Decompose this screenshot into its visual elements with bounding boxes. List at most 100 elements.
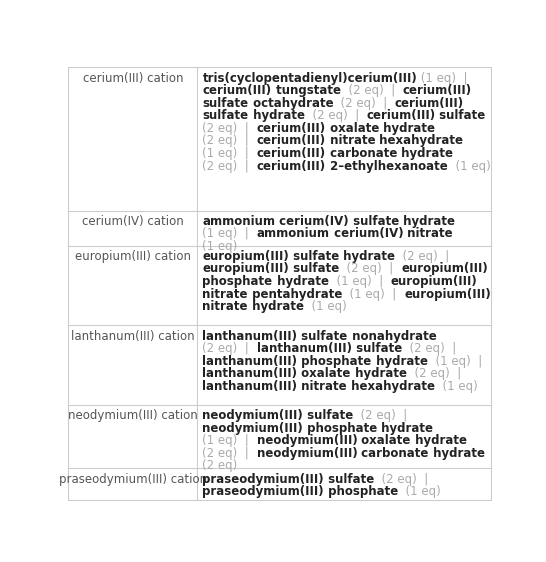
Text: (1 eq): (1 eq) [435, 380, 478, 393]
Text: hydrate: hydrate [429, 447, 485, 460]
Text: (1 eq)  |: (1 eq) | [417, 72, 475, 85]
Text: hydrate: hydrate [248, 300, 304, 313]
Text: hydrate: hydrate [399, 215, 455, 228]
Text: phosphate: phosphate [203, 275, 272, 288]
Text: cerium(III) cation: cerium(III) cation [82, 72, 183, 85]
Text: cerium(III): cerium(III) [257, 147, 326, 160]
Text: neodymium(III): neodymium(III) [257, 447, 358, 460]
Text: neodymium(III) cation: neodymium(III) cation [68, 409, 198, 422]
Text: (2 eq)  |: (2 eq) | [340, 262, 401, 275]
Text: hydrate: hydrate [411, 434, 467, 447]
Text: hydrate: hydrate [377, 422, 434, 434]
Text: neodymium(III): neodymium(III) [203, 422, 303, 434]
Text: cerium(IV) cation: cerium(IV) cation [82, 215, 183, 228]
Text: hexahydrate: hexahydrate [376, 134, 464, 147]
Text: sulfate: sulfate [303, 409, 353, 422]
Text: (2 eq)  |: (2 eq) | [203, 134, 257, 147]
Text: sulfate: sulfate [298, 329, 348, 342]
Text: (1 eq)  |: (1 eq) | [329, 275, 390, 288]
Text: cerium(IV): cerium(IV) [330, 228, 403, 241]
Text: praseodymium(III) cation: praseodymium(III) cation [59, 473, 207, 486]
Text: cerium(III): cerium(III) [257, 160, 326, 173]
Text: hydrate: hydrate [379, 122, 435, 135]
Text: sulfate: sulfate [349, 215, 399, 228]
Text: hexahydrate: hexahydrate [347, 380, 435, 393]
Text: europium(III): europium(III) [203, 262, 289, 275]
Text: (1 eq): (1 eq) [304, 300, 347, 313]
Text: (1 eq)  |: (1 eq) | [428, 355, 489, 368]
Text: (2 eq)  |: (2 eq) | [203, 447, 257, 460]
Text: tungstate: tungstate [271, 84, 341, 97]
Text: (1 eq): (1 eq) [448, 160, 490, 173]
Text: lanthanum(III): lanthanum(III) [203, 367, 298, 380]
Text: (2 eq)  |: (2 eq) | [203, 122, 257, 135]
Text: (1 eq)  |: (1 eq) | [203, 434, 257, 447]
Text: europium(III): europium(III) [203, 250, 289, 263]
Text: lanthanum(III) cation: lanthanum(III) cation [71, 329, 194, 342]
Text: cerium(III): cerium(III) [257, 122, 326, 135]
Text: hydrate: hydrate [397, 147, 453, 160]
Text: cerium(III): cerium(III) [402, 84, 471, 97]
Text: hydrate: hydrate [248, 110, 305, 123]
Text: carbonate: carbonate [326, 147, 397, 160]
Text: tris(cyclopentadienyl)cerium(III): tris(cyclopentadienyl)cerium(III) [203, 72, 417, 85]
Text: phosphate: phosphate [303, 422, 377, 434]
Text: europium(III) cation: europium(III) cation [75, 250, 191, 263]
Text: sulfate: sulfate [289, 262, 340, 275]
Text: praseodymium(III): praseodymium(III) [203, 473, 324, 486]
Text: lanthanum(III): lanthanum(III) [257, 342, 352, 355]
Text: sulfate: sulfate [324, 473, 374, 486]
Text: sulfate: sulfate [203, 97, 248, 110]
Text: (2 eq)  |: (2 eq) | [395, 250, 457, 263]
Text: (2 eq)  |: (2 eq) | [353, 409, 415, 422]
Text: octahydrate: octahydrate [248, 97, 333, 110]
Text: (2 eq)  |: (2 eq) | [402, 342, 464, 355]
Text: (2 eq)  |: (2 eq) | [305, 110, 366, 123]
Text: sulfate: sulfate [289, 250, 340, 263]
Text: pentahydrate: pentahydrate [248, 288, 342, 301]
Text: (2 eq)  |: (2 eq) | [374, 473, 436, 486]
Text: (1 eq)  |: (1 eq) | [203, 147, 257, 160]
Text: (2 eq)  |: (2 eq) | [333, 97, 395, 110]
Text: (2 eq)  |: (2 eq) | [407, 367, 468, 380]
Text: neodymium(III): neodymium(III) [257, 434, 358, 447]
Text: (1 eq)  |: (1 eq) | [203, 228, 257, 241]
Text: (2 eq): (2 eq) [203, 459, 238, 472]
Text: carbonate: carbonate [358, 447, 429, 460]
Text: lanthanum(III): lanthanum(III) [203, 355, 298, 368]
Text: neodymium(III): neodymium(III) [203, 409, 303, 422]
Text: ammonium: ammonium [257, 228, 330, 241]
Text: nitrate: nitrate [326, 134, 376, 147]
Text: lanthanum(III): lanthanum(III) [203, 380, 298, 393]
Text: (1 eq)  |: (1 eq) | [342, 288, 404, 301]
Text: hydrate: hydrate [272, 275, 329, 288]
Text: europium(III): europium(III) [401, 262, 488, 275]
Text: lanthanum(III): lanthanum(III) [203, 329, 298, 342]
Text: phosphate: phosphate [324, 485, 398, 498]
Text: cerium(IV): cerium(IV) [275, 215, 349, 228]
Text: hydrate: hydrate [372, 355, 428, 368]
Text: (1 eq): (1 eq) [203, 240, 238, 253]
Text: europium(III): europium(III) [404, 288, 491, 301]
Text: nitrate: nitrate [403, 228, 453, 241]
Text: 2–ethylhexanoate: 2–ethylhexanoate [326, 160, 448, 173]
Text: cerium(III): cerium(III) [395, 97, 464, 110]
Text: ammonium: ammonium [203, 215, 275, 228]
Text: nitrate: nitrate [203, 288, 248, 301]
Text: europium(III): europium(III) [390, 275, 477, 288]
Text: cerium(III): cerium(III) [203, 84, 271, 97]
Text: (1 eq): (1 eq) [398, 485, 441, 498]
Text: praseodymium(III): praseodymium(III) [203, 485, 324, 498]
Text: (2 eq)  |: (2 eq) | [341, 84, 402, 97]
Text: oxalate: oxalate [326, 122, 379, 135]
Text: cerium(III): cerium(III) [257, 134, 326, 147]
Text: hydrate: hydrate [340, 250, 395, 263]
Text: oxalate: oxalate [298, 367, 351, 380]
Text: nonahydrate: nonahydrate [348, 329, 436, 342]
Text: (2 eq)  |: (2 eq) | [203, 342, 257, 355]
Text: cerium(III): cerium(III) [366, 110, 435, 123]
Text: nitrate: nitrate [203, 300, 248, 313]
Text: sulfate: sulfate [435, 110, 485, 123]
Text: nitrate: nitrate [298, 380, 347, 393]
Text: sulfate: sulfate [352, 342, 402, 355]
